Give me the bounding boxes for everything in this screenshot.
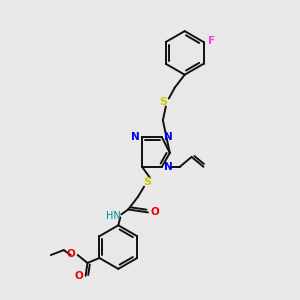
Text: O: O [151, 207, 159, 218]
Text: S: S [159, 98, 167, 107]
Text: O: O [74, 271, 83, 281]
Text: F: F [208, 36, 215, 46]
Text: S: S [143, 177, 151, 187]
Text: N: N [164, 132, 173, 142]
Text: HN: HN [106, 212, 121, 221]
Text: O: O [66, 249, 75, 259]
Text: N: N [164, 162, 173, 172]
Text: N: N [131, 132, 140, 142]
